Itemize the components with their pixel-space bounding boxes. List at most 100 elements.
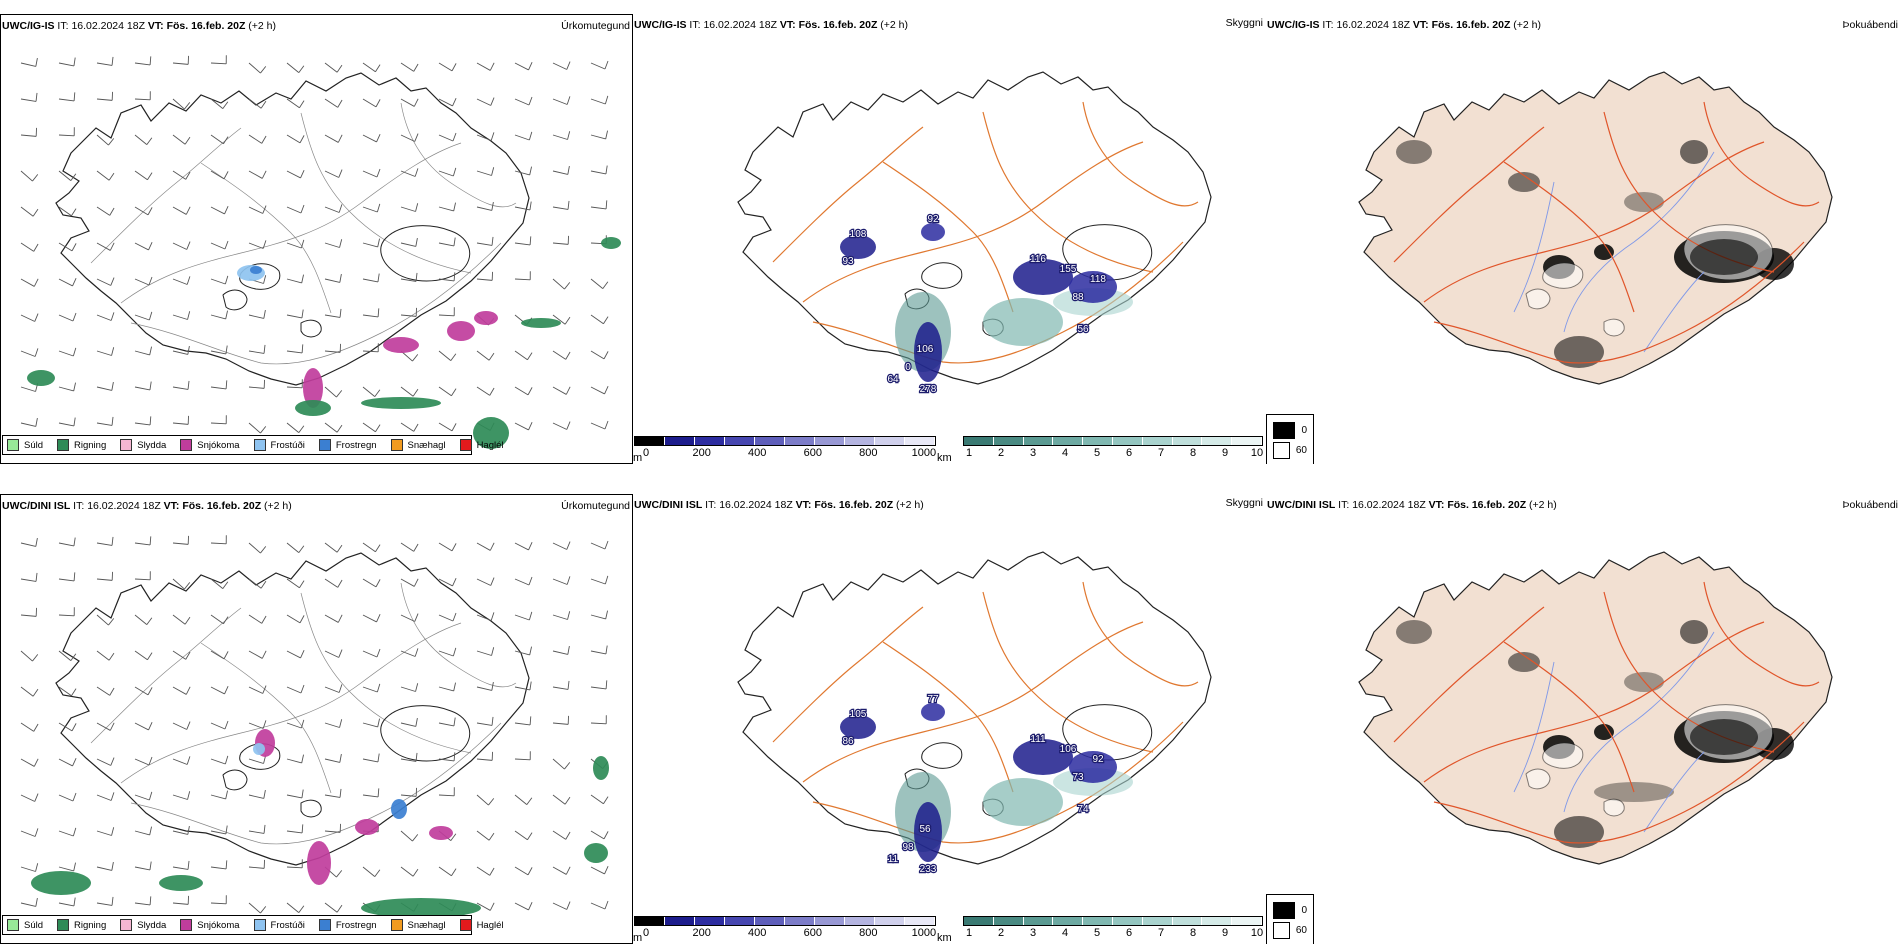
fog-panel-top: UWC/IG-IS IT: 16.02.2024 18Z VT: Fös. 16… bbox=[1266, 14, 1900, 464]
road-line bbox=[200, 642, 332, 794]
scale-tick-label: 200 bbox=[692, 927, 711, 939]
wind-barb-icon bbox=[210, 415, 227, 425]
wind-barb-icon bbox=[552, 421, 571, 430]
wind-barb-icon bbox=[590, 830, 609, 840]
wind-barb-icon bbox=[20, 686, 39, 697]
iceland-fog-map bbox=[1358, 551, 1833, 865]
wind-barb-icon bbox=[324, 204, 343, 213]
legend-label: Slydda bbox=[137, 919, 167, 931]
wind-barb-icon bbox=[590, 350, 609, 360]
panel-title: Skyggni bbox=[1225, 497, 1263, 509]
wind-barb-icon bbox=[400, 62, 419, 72]
wind-barb-icon bbox=[514, 386, 533, 396]
wind-barb-icon bbox=[286, 422, 305, 433]
wind-barb-icon bbox=[248, 134, 267, 144]
legend-label: Slydda bbox=[137, 439, 167, 451]
scale-tick-label: 2 bbox=[997, 447, 1005, 459]
glacier-outline bbox=[222, 769, 248, 791]
legend-swatch bbox=[57, 439, 70, 451]
wind-barb-icon bbox=[172, 415, 189, 425]
glacier-outline bbox=[380, 705, 471, 762]
wind-barb-icon bbox=[590, 386, 609, 395]
wind-barb-icon bbox=[362, 386, 381, 397]
wind-barb-icon bbox=[20, 650, 39, 662]
wind-barb-icon bbox=[590, 680, 608, 690]
wind-barb-icon bbox=[286, 859, 303, 869]
river-line bbox=[1513, 661, 1555, 793]
visibility-m-area bbox=[921, 703, 945, 721]
wind-barb-icon bbox=[286, 754, 304, 764]
panel-header: UWC/IG-IS IT: 16.02.2024 18Z VT: Fös. 16… bbox=[634, 19, 909, 31]
legend-item: Snæhagl bbox=[390, 919, 446, 931]
visibility-value-label: 155 bbox=[1060, 264, 1077, 275]
wind-barb-icon bbox=[324, 614, 343, 623]
precip-type-legend: Súld Rigning Slydda Snjókoma Frostúði Frostre… bbox=[2, 915, 504, 935]
wind-barb-icon bbox=[210, 614, 229, 625]
wind-barb-icon bbox=[134, 276, 153, 286]
wind-barb-icon bbox=[552, 235, 569, 245]
glacier-outline bbox=[1062, 224, 1153, 281]
legend-item: Frostregn bbox=[318, 439, 377, 451]
wind-barb-icon bbox=[134, 756, 153, 766]
wind-barb-icon bbox=[324, 386, 343, 398]
wind-barb-icon bbox=[134, 571, 151, 581]
wind-barb-icon bbox=[514, 236, 532, 246]
wind-barb-icon bbox=[400, 203, 419, 212]
legend-swatch bbox=[390, 919, 403, 931]
wind-barb-icon bbox=[514, 422, 533, 431]
wind-barb-icon bbox=[438, 422, 457, 432]
wind-barb-icon bbox=[210, 275, 229, 285]
fog-index-area bbox=[1554, 816, 1604, 848]
panel-title: Þokuábendi bbox=[1842, 499, 1898, 511]
visibility-m-area bbox=[1069, 271, 1117, 303]
visibility-value-label: 106 bbox=[1060, 744, 1077, 755]
wind-barb-icon bbox=[400, 866, 419, 877]
wind-barb-icon bbox=[248, 344, 266, 354]
wind-barb-icon bbox=[20, 278, 39, 287]
wind-barb-icon bbox=[58, 686, 77, 697]
wind-barb-icon bbox=[20, 537, 38, 547]
road-line bbox=[400, 102, 517, 208]
river-line bbox=[1513, 181, 1555, 313]
panel-header: UWC/DINI ISL IT: 16.02.2024 18Z VT: Fös.… bbox=[1267, 499, 1557, 511]
wind-barb-icon bbox=[286, 719, 305, 729]
wind-barb-icon bbox=[210, 895, 227, 905]
river-line bbox=[1563, 631, 1715, 813]
visibility-value-label: 64 bbox=[887, 374, 899, 385]
wind-barb-icon bbox=[476, 902, 495, 911]
wind-barb-icon bbox=[552, 901, 571, 910]
scale-tick-label: 4 bbox=[1061, 447, 1069, 459]
wind-barb-icon bbox=[210, 134, 229, 145]
rain-area bbox=[361, 397, 441, 409]
wind-barb-icon bbox=[58, 650, 77, 661]
wind-barb-icon bbox=[590, 165, 608, 175]
scale-tick-label: 800 bbox=[859, 927, 878, 939]
wind-barb-icon bbox=[552, 830, 571, 840]
road-line bbox=[982, 591, 1154, 753]
wind-barb-icon bbox=[20, 793, 39, 802]
wind-barb-icon bbox=[438, 202, 456, 212]
wind-barb-icon bbox=[362, 134, 381, 143]
wind-barb-icon bbox=[362, 578, 381, 588]
wind-barb-icon bbox=[248, 685, 267, 694]
wind-barb-icon bbox=[438, 272, 456, 282]
legend-item: Rigning bbox=[57, 439, 106, 451]
wind-barb-icon bbox=[476, 97, 495, 106]
visibility-value-label: 0 bbox=[905, 362, 911, 373]
road-line bbox=[1423, 141, 1765, 303]
visibility-m-area bbox=[1069, 751, 1117, 783]
legend-item: Súld bbox=[7, 919, 43, 931]
visibility-value-label: 111 bbox=[1030, 734, 1046, 745]
wind-barb-icon bbox=[552, 645, 570, 655]
wind-barb-icon bbox=[58, 382, 76, 392]
wind-barb-icon bbox=[362, 866, 381, 877]
wind-barb-icon bbox=[210, 755, 229, 765]
visibility-km-area bbox=[983, 778, 1063, 826]
wind-barb-icon bbox=[210, 310, 228, 320]
wind-barb-icon bbox=[552, 350, 571, 360]
wind-barb-icon bbox=[324, 684, 343, 693]
scale-tick-label: 400 bbox=[748, 927, 767, 939]
wind-barb-icon bbox=[20, 417, 38, 427]
wind-barb-icon bbox=[324, 422, 343, 433]
scale-tick-label: 8 bbox=[1189, 927, 1197, 939]
